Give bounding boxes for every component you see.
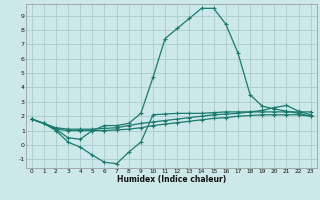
X-axis label: Humidex (Indice chaleur): Humidex (Indice chaleur) xyxy=(116,175,226,184)
